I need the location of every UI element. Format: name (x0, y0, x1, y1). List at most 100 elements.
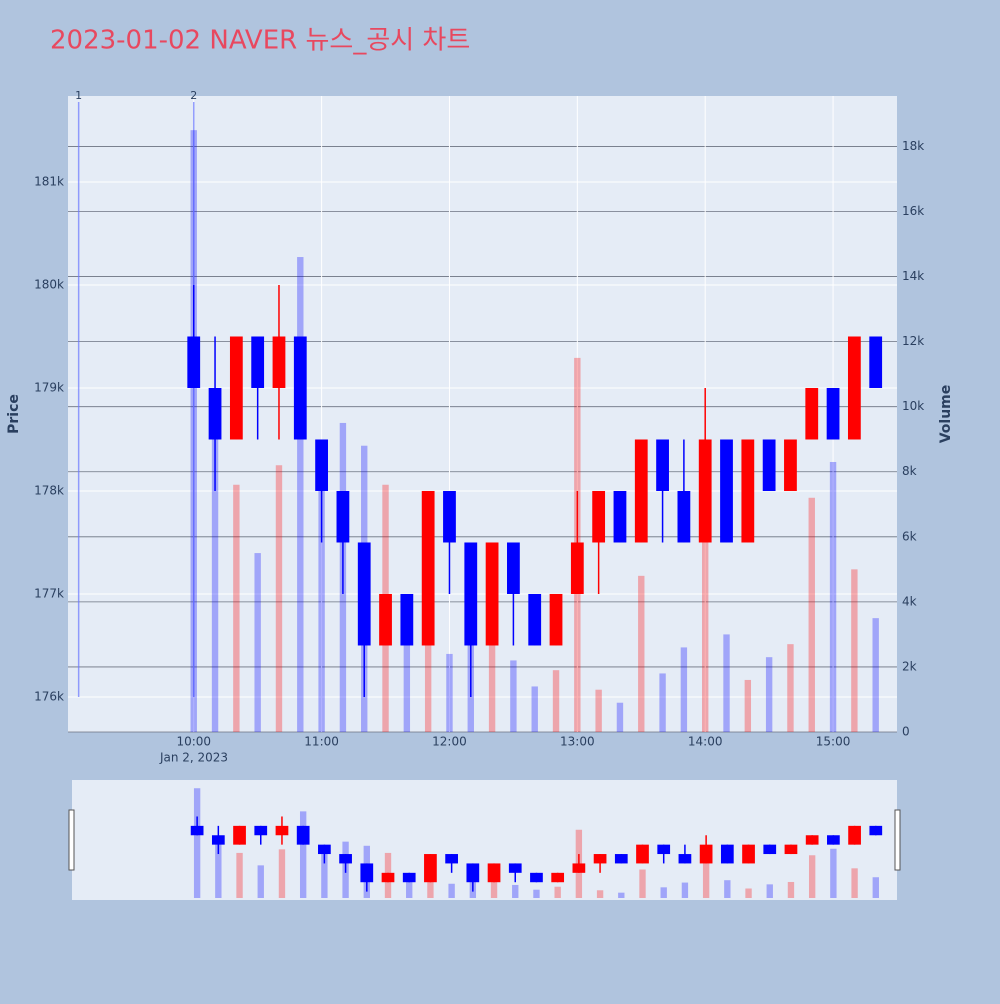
slider-candle-body (805, 835, 819, 845)
slider-volume-bar (681, 882, 689, 898)
slider-volume-bar (618, 892, 625, 898)
y2-tick-label: 4k (902, 594, 917, 608)
candle-body (549, 593, 563, 646)
slider-candle-body (572, 863, 586, 873)
slider-volume-bar (745, 888, 752, 898)
slider-candle-body (551, 872, 565, 883)
slider-candle-body (190, 825, 204, 836)
slider-candle-body (636, 844, 649, 864)
candle-body (634, 439, 648, 543)
candle-body (357, 542, 371, 646)
slider-candle-body (827, 835, 840, 845)
slider-volume-bar (639, 869, 646, 898)
candle-body (400, 593, 414, 646)
slider-volume-bar (406, 875, 413, 898)
y-tick-label: 181k (34, 175, 64, 189)
slider-volume-bar (448, 883, 455, 898)
y2-tick-label: 0 (902, 725, 910, 739)
volume-bar (829, 461, 837, 732)
candle-body (336, 490, 350, 543)
volume-bar (254, 553, 261, 732)
y-tick-label: 179k (34, 380, 64, 394)
candle-body (762, 439, 776, 491)
volume-bar (275, 465, 283, 732)
slider-volume-bar (193, 788, 201, 898)
candle-body (528, 593, 542, 646)
slider-candle-body (848, 825, 861, 845)
candle-body (507, 542, 520, 594)
slider-volume-bar (872, 877, 879, 898)
volume-bar (297, 257, 304, 732)
slider-volume-bar (808, 855, 816, 898)
volume-bar (318, 478, 325, 732)
slider-candle-body (466, 863, 480, 883)
y2-tick-label: 10k (902, 399, 924, 413)
candle-body (208, 387, 222, 440)
candle-body (229, 336, 243, 440)
volume-bar (403, 608, 411, 732)
y2-tick-label: 18k (902, 139, 924, 153)
candle-body (847, 336, 861, 440)
volume-bar (744, 679, 752, 732)
candle-body (698, 439, 712, 543)
volume-bar (638, 575, 645, 732)
x-tick-label: 12:00 (432, 735, 467, 749)
chart-title: 2023-01-02 NAVER 뉴스_공시 차트 (50, 26, 470, 56)
candle-body (464, 542, 478, 646)
slider-candle-body (296, 825, 310, 845)
slider-candle-body (339, 854, 352, 864)
slider-candle-body (869, 825, 883, 836)
y-tick-label: 178k (34, 483, 64, 497)
slider-candle-body (657, 844, 671, 855)
range-slider[interactable] (72, 780, 897, 900)
slider-candle-body (720, 844, 734, 864)
candle-body (656, 439, 669, 491)
volume-bar (531, 686, 538, 732)
candle-body (784, 439, 797, 491)
candle-body (315, 439, 328, 491)
volume-bar (510, 660, 517, 732)
slider-candle-body (699, 844, 713, 864)
candle-body (826, 387, 840, 440)
x-tick-label: 14:00 (688, 735, 723, 749)
slider-candle-body (593, 854, 607, 864)
slider-volume-bar (660, 887, 667, 898)
y-tick-label: 180k (34, 277, 64, 291)
slider-candle-body (233, 825, 246, 845)
x-tick-label: 13:00 (560, 735, 595, 749)
volume-bar (424, 562, 432, 732)
slider-volume-bar (851, 868, 858, 898)
volume-bar (872, 618, 879, 732)
candle-body (421, 490, 435, 646)
slider-candle-body (678, 854, 692, 864)
volume-bar (851, 569, 858, 732)
slider-volume-bar (596, 890, 604, 898)
slider-candle-body (508, 863, 522, 873)
candle-body (869, 336, 883, 388)
annotation-text: 2 (190, 89, 197, 102)
candle-body (251, 336, 265, 388)
slider-volume-bar (215, 840, 222, 898)
slider-candle-body (445, 854, 458, 864)
y-tick-label: 176k (34, 689, 64, 703)
slider-handle[interactable] (894, 809, 901, 871)
x-tick-label: 15:00 (816, 735, 851, 749)
candle-body (272, 336, 286, 388)
candle-body (613, 490, 627, 543)
y-tick-label: 177k (34, 586, 64, 600)
slider-handle[interactable] (68, 809, 75, 871)
volume-bar (680, 647, 688, 732)
volume-bar (446, 653, 453, 732)
candle-body (677, 490, 691, 543)
slider-candle-body (530, 872, 543, 883)
volume-bar (552, 670, 560, 732)
slider-volume-bar (830, 848, 837, 898)
slider-volume-bar (702, 849, 710, 898)
slider-volume-bar (724, 880, 731, 898)
candle-body (485, 542, 499, 646)
slider-candle-body (211, 835, 225, 845)
slider-candle-body (254, 825, 268, 836)
slider-candle-body (381, 872, 395, 883)
slider-candle-body (318, 844, 331, 855)
